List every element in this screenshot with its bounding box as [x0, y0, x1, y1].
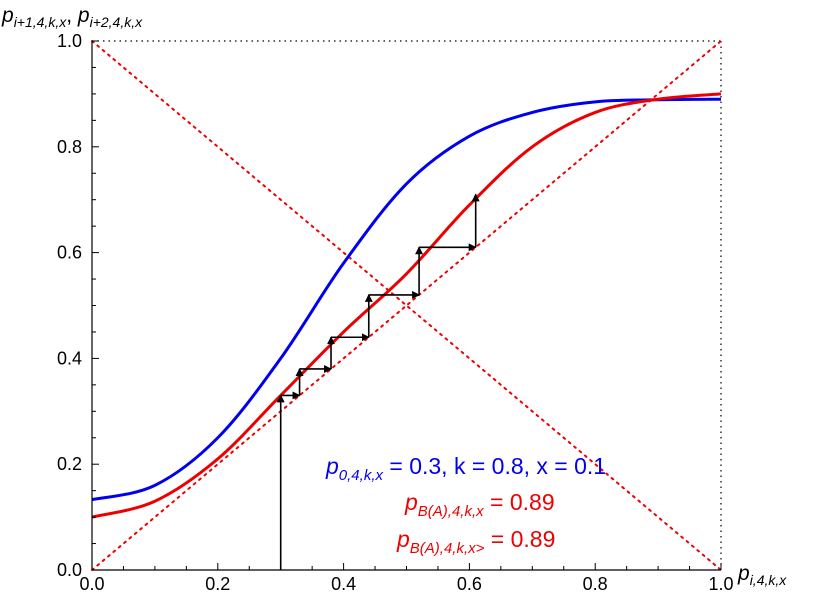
- annotation-fixed-point-2: pB(A),4,k,x> = 0.89: [396, 526, 555, 557]
- cobweb-arrows: [276, 193, 480, 570]
- axis-ticks: 0.0 0.2 0.4 0.6 0.8 1.0 0.0 0.2 0.4 0.6 0.8 1.0: [57, 31, 734, 594]
- x-tick-label: 0.0: [79, 574, 104, 594]
- x-tick-label: 1.0: [708, 574, 733, 594]
- y-tick-label: 0.0: [57, 560, 82, 580]
- curves: [91, 92, 722, 519]
- x-tick-label: 0.8: [583, 574, 608, 594]
- y-tick-label: 0.2: [57, 454, 82, 474]
- x-axis-label: pi,4,k,x: [737, 562, 787, 588]
- y-axis-label: pi+1,4,k,x, pi+2,4,k,x: [1, 4, 143, 30]
- x-tick-label: 0.2: [205, 574, 230, 594]
- annotation-initial: p0,4,k,x = 0.3, k = 0.8, x = 0.1: [325, 453, 606, 484]
- annotation-fixed-point: pB(A),4,k,x = 0.89: [404, 489, 555, 520]
- x-tick-label: 0.4: [331, 574, 356, 594]
- y-tick-label: 0.4: [57, 348, 82, 368]
- y-tick-label: 1.0: [57, 31, 82, 51]
- y-tick-label: 0.6: [57, 243, 82, 263]
- x-tick-label: 0.6: [457, 574, 482, 594]
- series-line-1: [91, 97, 722, 502]
- y-tick-label: 0.8: [57, 137, 82, 157]
- series-line-2: [91, 92, 722, 519]
